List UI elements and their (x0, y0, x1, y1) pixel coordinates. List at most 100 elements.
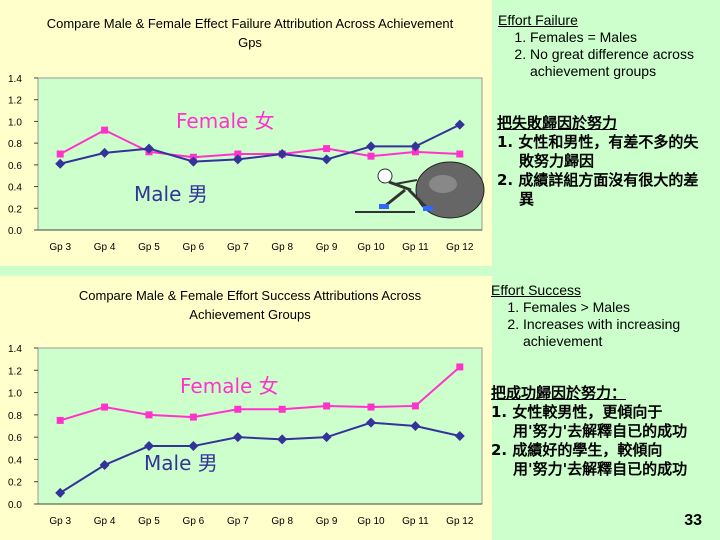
female-series-label: Female 女 (180, 374, 279, 398)
data-point (411, 148, 419, 156)
data-point (101, 403, 109, 411)
data-point (454, 119, 465, 130)
failure-chart: 0.0 0.2 0.4 0.6 0.8 1.0 1.2 1.4 Gp 3 Gp 4 Gp 5 Gp 6… (8, 74, 483, 253)
data-point (189, 413, 197, 421)
y-tick-label: 0.2 (8, 478, 22, 489)
data-point (232, 432, 243, 443)
x-tick-label: Gp 4 (94, 516, 116, 527)
note-item: No great difference across achievement g… (530, 46, 708, 80)
x-tick-label: Gp 8 (271, 516, 293, 527)
data-point (101, 126, 109, 134)
chart-title: Compare Male & Female Effort Success Att… (78, 288, 422, 322)
note-item: 1. 女性較男性，更傾向于用'努力'去解釋自已的成功 (491, 403, 688, 440)
male-series-label: Male 男 (134, 182, 208, 206)
series-line (59, 421, 461, 494)
data-point (456, 150, 464, 158)
data-point (410, 421, 421, 431)
y-tick-label: 1.0 (8, 117, 22, 128)
series-line (59, 123, 461, 165)
note-item: 2. 成績好的學生，較傾向用'努力'去解釋自已的成功 (491, 441, 688, 478)
cartoon-figure-pushing-boulder-icon (355, 161, 485, 219)
data-point (367, 403, 375, 411)
y-tick-label: 0.4 (8, 455, 22, 466)
data-point (366, 417, 376, 428)
data-point (366, 141, 376, 152)
failure-notes-cn: 把失敗歸因於努力 1. 女性和男性，有差不多的失敗努力歸因 2. 成績詳組方面沒… (497, 114, 702, 209)
data-point (411, 402, 419, 410)
data-point (188, 156, 199, 167)
data-point (56, 150, 64, 158)
x-tick-label: Gp 3 (49, 516, 71, 527)
x-tick-label: Gp 9 (316, 516, 338, 527)
data-point (323, 402, 331, 410)
series-line (59, 366, 461, 422)
success-notes-cn: 把成功歸因於努力： 1. 女性較男性，更傾向于用'努力'去解釋自已的成功 2. … (491, 384, 696, 479)
data-point (99, 147, 110, 158)
x-tick-label: Gp 3 (49, 242, 71, 253)
note-heading: Effort Failure (498, 12, 578, 28)
y-tick-label: 0.6 (8, 433, 22, 444)
chart-title: Compare Male & Female Effect Failure Att… (46, 16, 454, 50)
female-series-label: Female 女 (176, 109, 275, 133)
y-tick-label: 0.8 (8, 411, 22, 422)
data-point (277, 149, 288, 159)
male-series-label: Male 男 (144, 451, 218, 475)
x-tick-label: Gp 7 (227, 242, 249, 253)
y-tick-label: 1.4 (8, 344, 22, 355)
x-tick-label: Gp 8 (271, 242, 293, 253)
data-point (232, 154, 243, 165)
data-point (456, 363, 464, 371)
data-point (234, 405, 242, 413)
y-tick-label: 0.0 (8, 500, 22, 511)
y-tick-label: 0.8 (8, 139, 22, 150)
y-tick-label: 0.6 (8, 161, 22, 172)
data-point (144, 441, 154, 452)
data-point (99, 460, 110, 470)
failure-notes-en: Effort Failure Females = Males No great … (498, 12, 708, 80)
note-heading: Effort Success (491, 282, 582, 298)
x-tick-label: Gp 6 (183, 516, 205, 527)
data-point (454, 431, 465, 442)
x-tick-label: Gp 12 (446, 516, 474, 527)
note-item: Females = Males (530, 29, 708, 46)
x-tick-label: Gp 10 (357, 516, 385, 527)
data-point (188, 441, 199, 452)
success-chart: 0.0 0.2 0.4 0.6 0.8 1.0 1.2 1.4 Gp 3 Gp 4 Gp 5 Gp 6… (8, 344, 483, 527)
success-notes-en: Effort Success Females > Males Increases… (491, 282, 701, 350)
success-chart-panel: Compare Male & Female Effort Success Att… (0, 276, 492, 540)
x-tick-label: Gp 5 (138, 516, 160, 527)
x-tick-label: Gp 10 (357, 242, 385, 253)
series-line (59, 128, 460, 159)
page-number: 33 (684, 512, 702, 529)
data-point (367, 152, 375, 160)
data-point (234, 150, 242, 158)
data-point (321, 432, 332, 443)
note-item: Increases with increasing achievement (523, 316, 701, 350)
data-point (410, 141, 421, 152)
x-tick-label: Gp 12 (446, 242, 474, 253)
note-item: Females > Males (523, 299, 701, 316)
data-point (56, 416, 64, 424)
y-tick-label: 1.0 (8, 389, 22, 400)
data-point (55, 158, 66, 169)
x-tick-label: Gp 11 (402, 242, 429, 253)
y-tick-label: 1.4 (8, 74, 22, 85)
data-point (144, 143, 154, 154)
x-tick-label: Gp 5 (138, 242, 160, 253)
data-point (323, 145, 331, 153)
data-point (145, 411, 153, 419)
x-tick-label: Gp 11 (402, 516, 429, 527)
note-heading: 把成功歸因於努力： (491, 384, 627, 402)
data-point (321, 154, 332, 165)
note-heading: 把失敗歸因於努力 (497, 114, 618, 132)
failure-chart-panel: Compare Male & Female Effect Failure Att… (0, 0, 492, 266)
data-point (278, 405, 286, 413)
y-tick-label: 0.4 (8, 183, 22, 194)
x-tick-label: Gp 4 (94, 242, 116, 253)
y-tick-label: 0.2 (8, 204, 22, 215)
y-tick-label: 0.0 (8, 226, 22, 237)
y-tick-label: 1.2 (8, 366, 22, 377)
data-point (277, 434, 288, 445)
data-point (55, 487, 66, 498)
x-tick-label: Gp 6 (183, 242, 205, 253)
